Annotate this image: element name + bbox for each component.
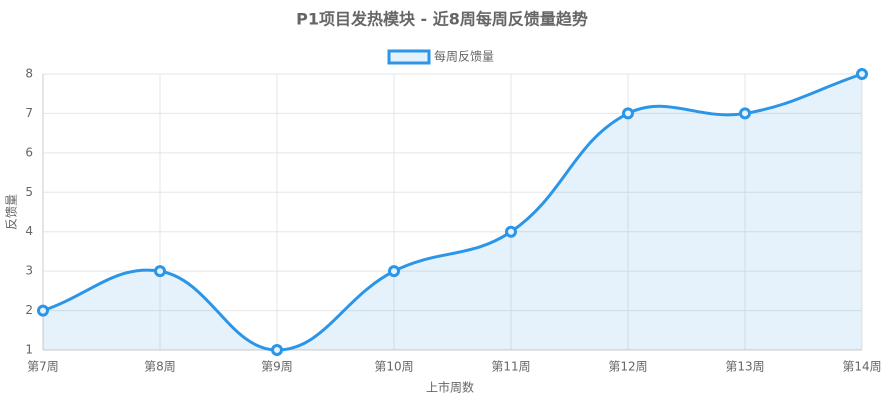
point [271, 344, 283, 356]
x-tick-label: 第12周 [608, 360, 647, 374]
y-tick-label: 8 [25, 67, 33, 81]
x-tick-label: 第11周 [491, 360, 530, 374]
x-axis-title: 上市周数 [426, 380, 474, 395]
y-tick-label: 3 [25, 264, 33, 278]
y-tick-label: 6 [25, 145, 33, 159]
x-tick-label: 第13周 [725, 360, 764, 374]
point [856, 68, 868, 80]
legend-label: 每周反馈量 [434, 49, 494, 64]
x-tick-label: 第14周 [842, 360, 881, 374]
y-tick-label: 1 [25, 343, 33, 357]
x-tick-label: 第9周 [261, 360, 293, 374]
x-tick-label: 第8周 [144, 360, 176, 374]
y-axis-title: 反馈量 [5, 194, 19, 230]
point [622, 107, 634, 120]
y-tick-label: 2 [25, 303, 33, 317]
point [388, 265, 400, 278]
point [739, 107, 751, 120]
y-tick-label: 5 [25, 185, 33, 199]
point [154, 265, 166, 278]
legend-swatch [387, 49, 431, 65]
x-tick-label: 第10周 [374, 360, 413, 374]
y-tick-label: 7 [25, 106, 33, 120]
point [505, 225, 517, 238]
line-area [43, 74, 862, 350]
y-tick-label: 4 [25, 224, 33, 238]
chart-title: P1项目发热模块 - 近8周每周反馈量趋势 [296, 10, 588, 29]
x-tick-label: 第7周 [27, 360, 59, 374]
point [37, 304, 49, 317]
line [42, 72, 863, 352]
